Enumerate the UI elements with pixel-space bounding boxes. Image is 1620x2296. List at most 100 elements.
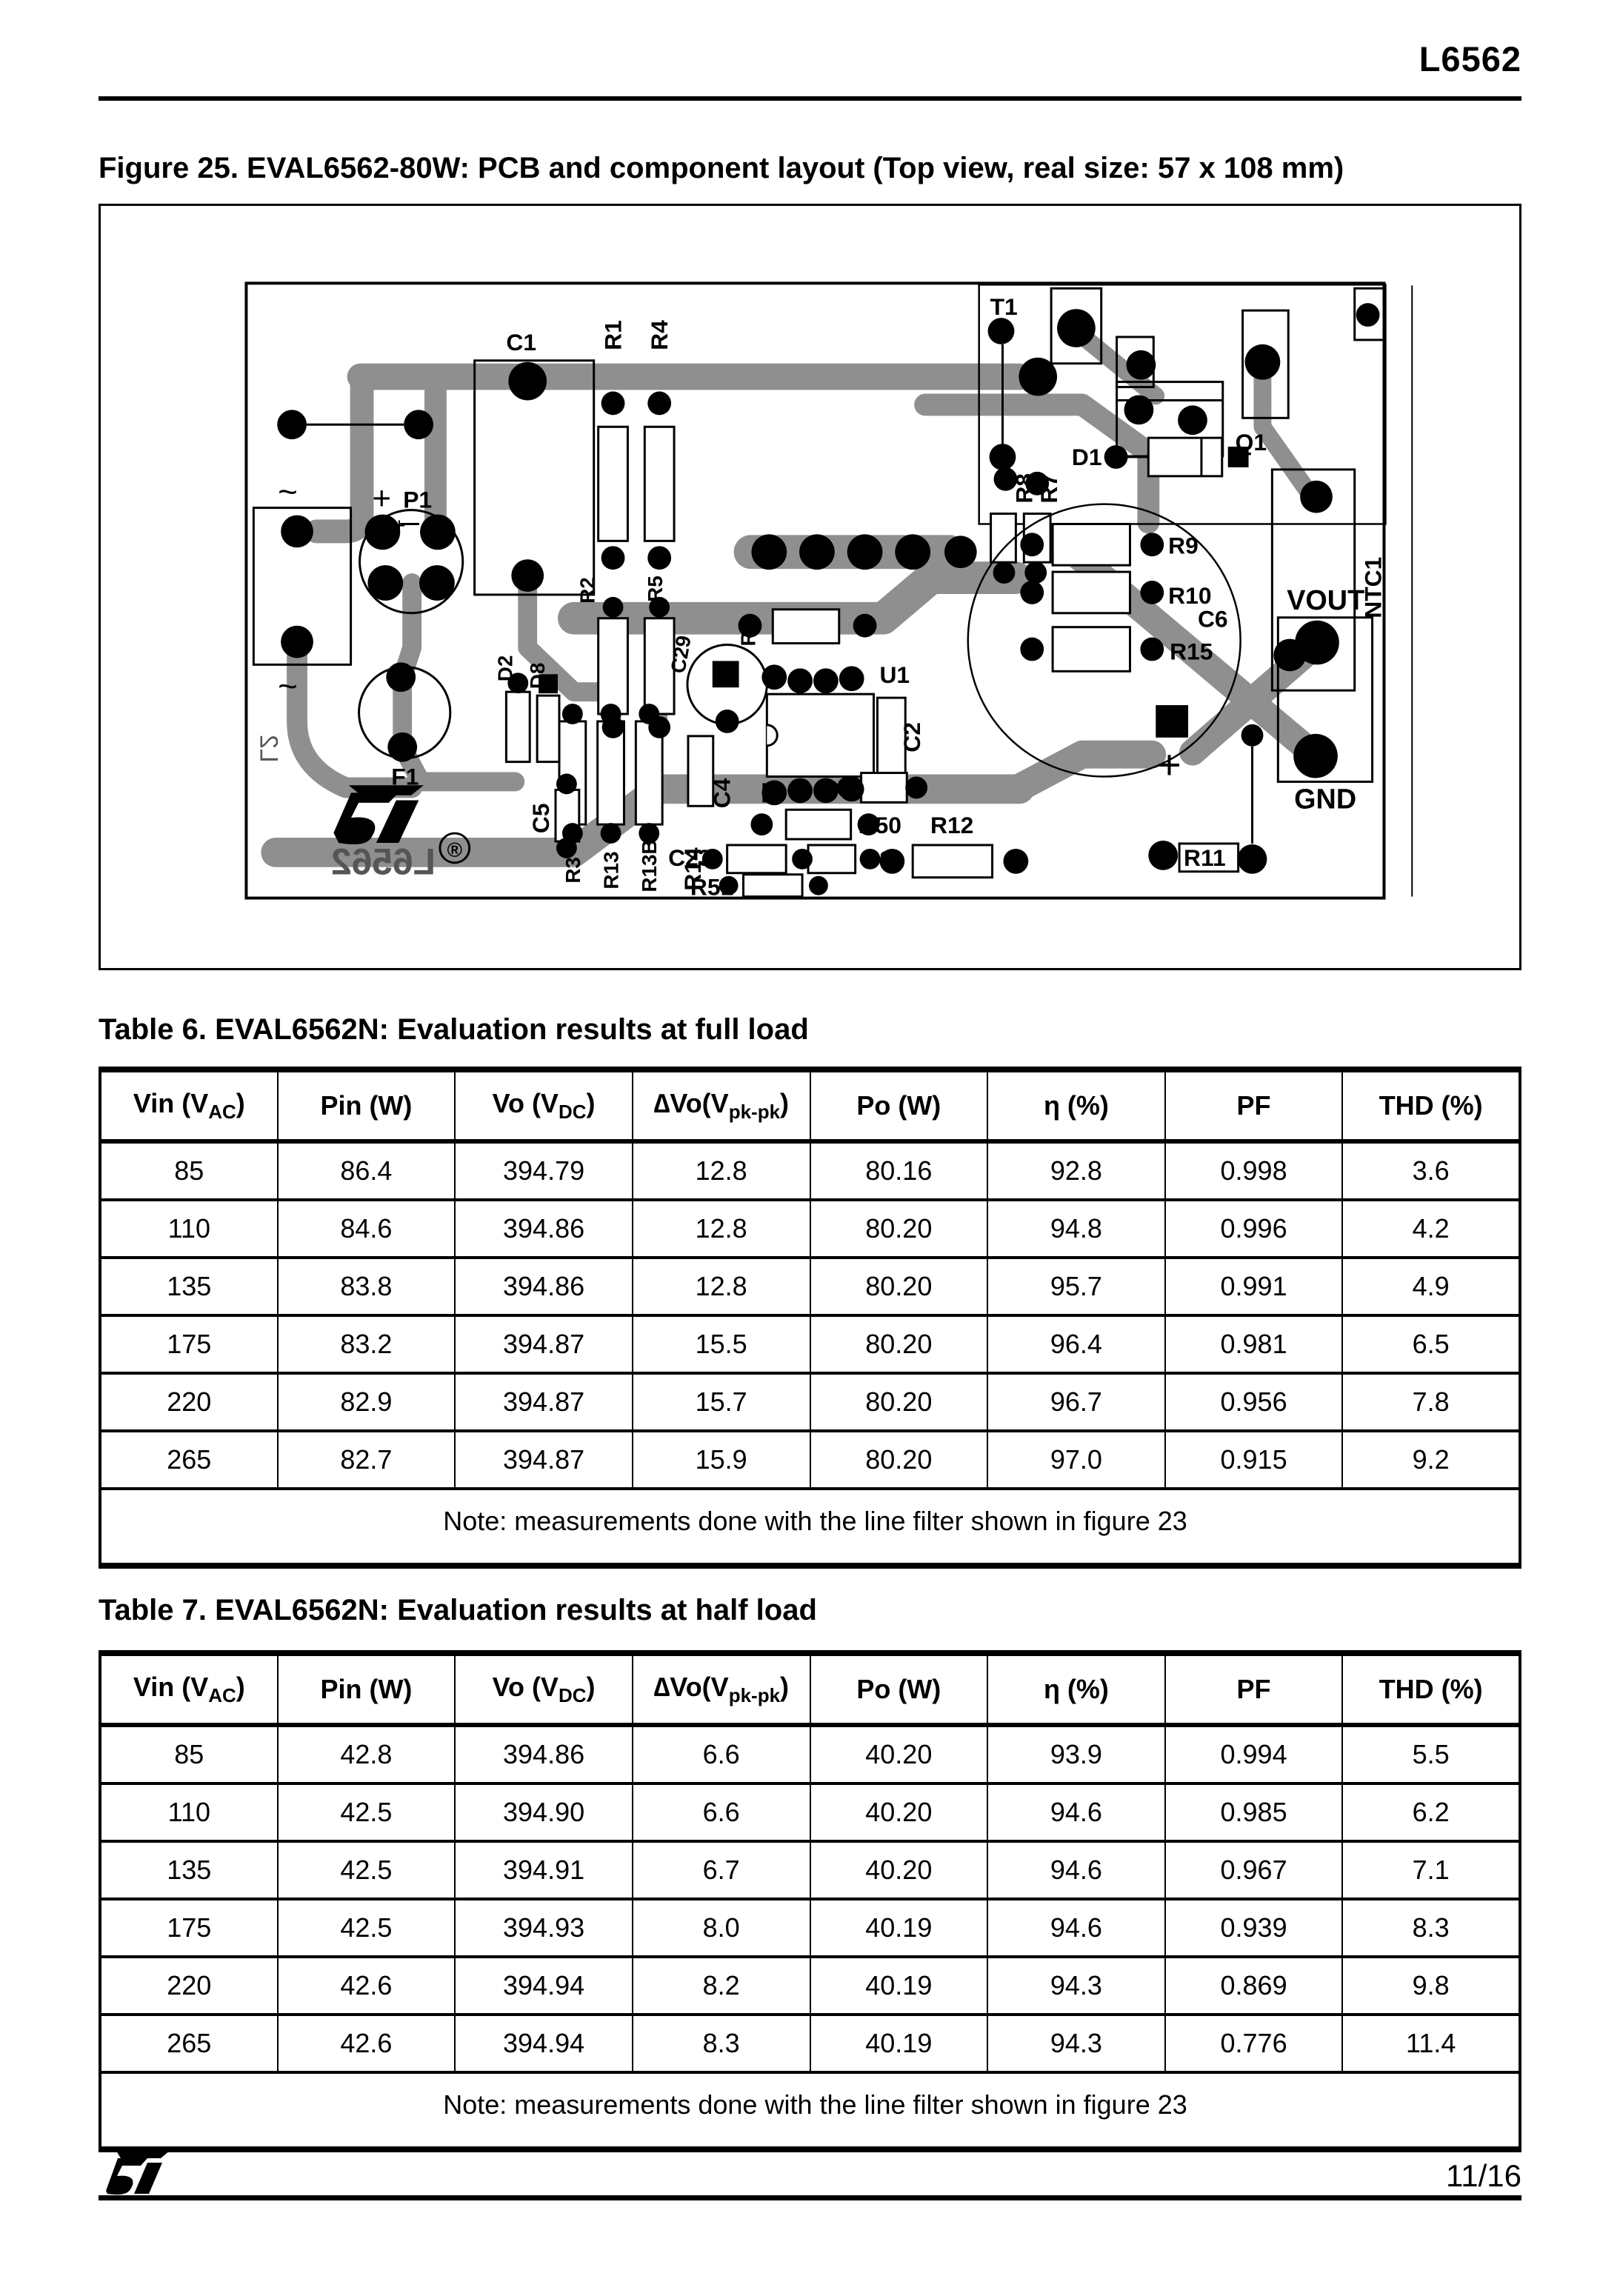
table-cell: 6.6 — [631, 1723, 811, 1785]
registered-mark: ® — [447, 838, 463, 861]
silk-part-number: L6562 — [331, 841, 436, 883]
table-cell: 84.6 — [276, 1198, 456, 1259]
label-t1: T1 — [990, 293, 1018, 320]
table-row: 110 42.5 394.90 6.6 40.20 94.6 0.985 6.2 — [99, 1782, 1521, 1843]
table-cell: 80.20 — [809, 1198, 989, 1259]
table-cell: 94.6 — [987, 1898, 1166, 1958]
label-r5: R5 — [644, 575, 667, 602]
table-cell: 0.991 — [1164, 1256, 1344, 1317]
table-row: 220 82.9 394.87 15.7 80.20 96.7 0.956 7.8 — [99, 1372, 1521, 1432]
table-row: 135 83.8 394.86 12.8 80.20 95.7 0.991 4.9 — [99, 1256, 1521, 1317]
table-cell: 3.6 — [1341, 1140, 1521, 1201]
label-ntc1: NTC1 — [1360, 557, 1387, 618]
table-cell: 9.8 — [1341, 1955, 1521, 2016]
table-cell: 86.4 — [276, 1140, 456, 1201]
table-cell: 394.79 — [454, 1140, 633, 1201]
table-cell: 12.8 — [631, 1198, 811, 1259]
label-r8: R8 — [1010, 473, 1037, 504]
table-cell: 40.19 — [809, 1955, 989, 2016]
column-header: PF — [1164, 1068, 1344, 1144]
table-cell: 175 — [99, 1898, 279, 1958]
table-cell: 6.6 — [631, 1782, 811, 1843]
table-cell: 82.9 — [276, 1372, 456, 1432]
table-cell: 394.90 — [454, 1782, 633, 1843]
table-cell: 394.86 — [454, 1256, 633, 1317]
label-d1: D1 — [1072, 444, 1102, 470]
table-cell: 110 — [99, 1782, 279, 1843]
table-cell: 8.3 — [631, 2013, 811, 2074]
label-r1: R1 — [599, 320, 626, 350]
table-body: 85 86.4 394.79 12.8 80.16 92.8 0.998 3.6 110 84.6… — [99, 1140, 1521, 1490]
label-r3: R3 — [561, 857, 584, 884]
plus-mark-small: + — [393, 513, 405, 538]
component-outlines — [252, 284, 1387, 898]
column-header: PF — [1164, 1652, 1344, 1727]
table-cell: 40.19 — [809, 1898, 989, 1958]
table-row: 175 83.2 394.87 15.5 80.20 96.4 0.981 6.5 — [99, 1314, 1521, 1375]
table-cell: 0.985 — [1164, 1782, 1344, 1843]
column-header: Vo (VDC) — [454, 1652, 633, 1727]
label-vout: VOUT — [1287, 585, 1364, 616]
label-c4: C4 — [709, 778, 736, 808]
table-cell: 0.915 — [1164, 1429, 1344, 1490]
pcb-layout-image: C1 R1 R4 T1 Q1 D1 R8 R7 R9 R10 R15 NTC1 … — [244, 281, 1413, 901]
table-cell: 11.4 — [1341, 2013, 1521, 2074]
table-cell: 394.86 — [454, 1198, 633, 1259]
table-row: 110 84.6 394.86 12.8 80.20 94.8 0.996 4.2 — [99, 1198, 1521, 1259]
table-row: 85 42.8 394.86 6.6 40.20 93.9 0.994 5.5 — [99, 1723, 1521, 1785]
column-header: η (%) — [987, 1068, 1166, 1144]
label-r10: R10 — [1168, 582, 1211, 609]
st-silk-logo: ® L6562 L2 — [254, 735, 471, 883]
table-cell: 0.939 — [1164, 1898, 1344, 1958]
column-header: ∆Vo(Vpk-pk) — [631, 1068, 811, 1144]
table-cell: 92.8 — [987, 1140, 1166, 1201]
table-cell: 7.8 — [1341, 1372, 1521, 1432]
table-cell: 42.5 — [276, 1898, 456, 1958]
label-q1: Q1 — [1236, 429, 1267, 455]
label-r11: R11 — [1184, 844, 1226, 871]
table-cell: 220 — [99, 1372, 279, 1432]
column-header: THD (%) — [1341, 1068, 1521, 1144]
table-cell: 82.7 — [276, 1429, 456, 1490]
st-logo — [99, 2145, 173, 2197]
ac-tilde-top: ~ — [278, 473, 298, 511]
table-cell: 40.19 — [809, 2013, 989, 2074]
table-cell: 8.0 — [631, 1898, 811, 1958]
table-cell: 94.8 — [987, 1198, 1166, 1259]
table-cell: 6.7 — [631, 1840, 811, 1900]
table-header-row: Vin (VAC) Pin (W) Vo (VDC) ∆Vo(Vpk-pk) Po (W… — [99, 1652, 1521, 1727]
table7-caption: Table 7. EVAL6562N: Evaluation results a… — [99, 1594, 817, 1626]
table-cell: 40.20 — [809, 1782, 989, 1843]
label-r15: R15 — [1170, 638, 1213, 664]
note-row: Note: measurements done with the line fi… — [99, 1487, 1521, 1567]
table-half-load: Vin (VAC) Pin (W) Vo (VDC) ∆Vo(Vpk-pk) Po (W… — [99, 1650, 1521, 2152]
table-cell: 265 — [99, 2013, 279, 2074]
document-title: L6562 — [1419, 39, 1521, 79]
table-cell: 40.20 — [809, 1840, 989, 1900]
column-header: THD (%) — [1341, 1652, 1521, 1727]
label-c5: C5 — [527, 803, 554, 833]
table-cell: 5.5 — [1341, 1723, 1521, 1785]
table-cell: 394.91 — [454, 1840, 633, 1900]
label-r7: R7 — [1036, 473, 1062, 504]
column-header: η (%) — [987, 1652, 1166, 1727]
table-cell: 96.7 — [987, 1372, 1166, 1432]
label-c3: C3 — [863, 846, 893, 872]
table-cell: 110 — [99, 1198, 279, 1259]
label-c7: C7 — [821, 775, 852, 801]
column-header: Vin (VAC) — [99, 1068, 279, 1144]
table-cell: 0.981 — [1164, 1314, 1344, 1375]
table-cell: 394.87 — [454, 1314, 633, 1375]
label-d2: D2 — [493, 655, 516, 682]
table-row: 85 86.4 394.79 12.8 80.16 92.8 0.998 3.6 — [99, 1140, 1521, 1201]
table-cell: 135 — [99, 1256, 279, 1317]
label-r50: R50 — [859, 812, 901, 838]
label-c2: C2 — [899, 722, 925, 752]
table-cell: 94.6 — [987, 1840, 1166, 1900]
header-rule — [99, 96, 1521, 101]
table-cell: 94.3 — [987, 2013, 1166, 2074]
table-cell: 6.5 — [1341, 1314, 1521, 1375]
table-cell: 15.5 — [631, 1314, 811, 1375]
label-r13: R13 — [600, 852, 623, 890]
label-r4: R4 — [646, 320, 673, 350]
